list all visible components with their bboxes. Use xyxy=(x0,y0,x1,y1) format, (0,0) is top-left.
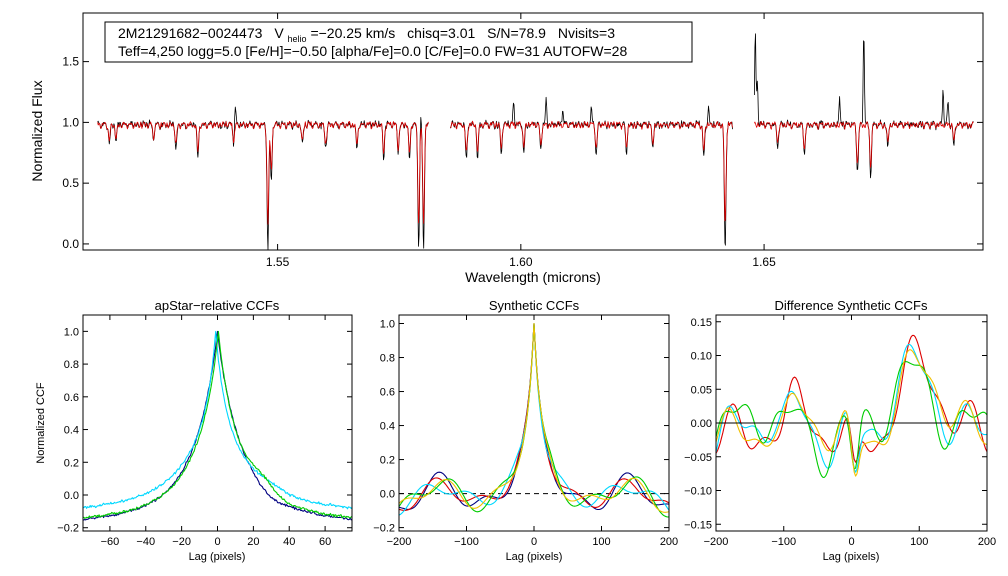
spectrum-lines xyxy=(97,33,974,251)
difference-ccf-line-visit-4 xyxy=(715,349,988,477)
y-tick-label: 0.5 xyxy=(62,176,79,190)
synthetic-ccf-title: Synthetic CCFs xyxy=(489,298,580,313)
y-tick-label: 0.8 xyxy=(380,353,395,365)
apstar-ccf-panel: −60 −40 −20 0 20 40 60 −0.2 0.0 0.2 0.4 0.6 0.8 1.0 a… xyxy=(35,298,353,563)
model-spectrum-chip-1 xyxy=(97,121,429,225)
spectrum-y-axis-label: Normalized Flux xyxy=(29,80,45,181)
apstar-ccf-line-visit-2 xyxy=(82,330,353,510)
y-tick-label: −0.10 xyxy=(684,486,712,498)
y-tick-label: −0.2 xyxy=(57,523,79,535)
x-tick-label: 60 xyxy=(319,536,331,548)
y-tick-label: 0.8 xyxy=(64,359,79,371)
nvisits-value: Nvisits=3 xyxy=(558,25,615,41)
y-tick-label: 0.4 xyxy=(64,425,79,437)
model-spectrum-chip-3 xyxy=(754,121,974,168)
y-tick-label: −0.2 xyxy=(373,523,395,535)
y-tick-label: −0.15 xyxy=(684,519,712,531)
apstar-ccf-title: apStar−relative CCFs xyxy=(155,298,280,313)
x-tick-label: −20 xyxy=(172,536,191,548)
synthetic-ccf-line-visit-4 xyxy=(398,322,670,513)
y-tick-label: 0.6 xyxy=(64,392,79,404)
apstar-ccf-y-axis-label: Normalized CCF xyxy=(35,382,47,464)
star-id: 2M21291682−0024473 xyxy=(118,25,263,41)
spectrum-info-box: 2M21291682−0024473 V helio =−20.25 km/s … xyxy=(104,21,693,63)
y-tick-label: 0.2 xyxy=(64,457,79,469)
y-tick-label: −0.05 xyxy=(684,452,712,464)
x-tick-label: 200 xyxy=(660,536,678,548)
y-tick-label: 1.0 xyxy=(62,115,79,129)
difference-ccf-title: Difference Synthetic CCFs xyxy=(775,298,928,313)
svg-text:2M21291682−0024473 V: 2M21291682−0024473 V helio =−20.25 km/s … xyxy=(118,25,615,45)
y-tick-label: 0.0 xyxy=(64,490,79,502)
vhelio-value: =−20.25 km/s xyxy=(310,25,395,41)
x-tick-label: 1.60 xyxy=(509,255,533,269)
spectrum-axes-frame xyxy=(82,12,984,251)
x-tick-label: 20 xyxy=(247,536,259,548)
x-tick-label: −40 xyxy=(136,536,155,548)
x-tick-label: 0 xyxy=(848,536,854,548)
x-tick-label: −60 xyxy=(101,536,120,548)
synthetic-ccf-lines xyxy=(398,322,670,518)
stellar-parameters: Teff=4,250 logg=5.0 [Fe/H]=−0.50 [alpha/… xyxy=(118,43,627,59)
spectrum-panel: 1.55 1.60 1.65 0.0 0.5 1.0 1.5 2M21291682−0024… xyxy=(29,12,984,285)
sn-value: S/N=78.9 xyxy=(487,25,546,41)
y-tick-label: 0.2 xyxy=(380,455,395,467)
x-tick-label: 100 xyxy=(592,536,610,548)
x-tick-label: −100 xyxy=(454,536,479,548)
difference-ccf-ticks: −200 −100 0 100 200 −0.15 −0.10 −0.05 0.00 0.05 0.… xyxy=(684,315,996,548)
x-tick-label: 0 xyxy=(214,536,220,548)
y-tick-label: 0.10 xyxy=(691,351,712,363)
spectrum-ticks: 1.55 1.60 1.65 0.0 0.5 1.0 1.5 xyxy=(62,13,983,269)
x-tick-label: 200 xyxy=(978,536,996,548)
difference-ccf-line-visit-1 xyxy=(715,334,988,463)
y-tick-label: 0.00 xyxy=(691,418,712,430)
x-tick-label: −100 xyxy=(771,536,796,548)
y-tick-label: 1.5 xyxy=(62,55,79,69)
y-tick-label: 1.0 xyxy=(380,319,395,331)
apstar-ccf-x-axis-label: Lag (pixels) xyxy=(189,551,246,563)
apstar-ccf-line-visit-3 xyxy=(82,330,353,519)
x-tick-label: −200 xyxy=(704,536,729,548)
synthetic-ccf-ticks: −200 −100 0 100 200 −0.2 0.0 0.2 0.4 0.6 0.8 1.0 xyxy=(373,315,678,548)
y-tick-label: 0.0 xyxy=(380,489,395,501)
x-tick-label: 0 xyxy=(531,536,537,548)
synthetic-ccf-x-axis-label: Lag (pixels) xyxy=(506,551,563,563)
synthetic-ccf-panel: −200 −100 0 100 200 −0.2 0.0 0.2 0.4 0.6 0.8 1.0 Sy… xyxy=(373,298,678,563)
apstar-ccf-ticks: −60 −40 −20 0 20 40 60 −0.2 0.0 0.2 0.4 0.6 0.8 1.0 xyxy=(57,315,352,548)
y-tick-label: 0.15 xyxy=(691,317,712,329)
x-tick-label: 100 xyxy=(910,536,928,548)
y-tick-label: 0.4 xyxy=(380,421,395,433)
apstar-ccf-lines xyxy=(82,330,353,521)
difference-ccf-x-axis-label: Lag (pixels) xyxy=(823,551,880,563)
spectrum-x-axis-label: Wavelength (microns) xyxy=(465,269,601,285)
vhelio-subscript: helio xyxy=(288,34,307,44)
y-tick-label: 1.0 xyxy=(64,326,79,338)
difference-ccf-panel: −200 −100 0 100 200 −0.15 −0.10 −0.05 0.00 0.05 0.… xyxy=(684,298,996,563)
x-tick-label: 1.65 xyxy=(752,255,776,269)
x-tick-label: −200 xyxy=(387,536,412,548)
vhelio-prefix: V xyxy=(274,25,284,41)
model-spectrum-chip-2 xyxy=(450,120,733,222)
y-tick-label: 0.6 xyxy=(380,387,395,399)
chisq-value: chisq=3.01 xyxy=(407,25,475,41)
x-tick-label: 40 xyxy=(283,536,295,548)
y-tick-label: 0.0 xyxy=(62,237,79,251)
y-tick-label: 0.05 xyxy=(691,384,712,396)
x-tick-label: 1.55 xyxy=(266,255,290,269)
difference-ccf-lines xyxy=(715,334,988,478)
